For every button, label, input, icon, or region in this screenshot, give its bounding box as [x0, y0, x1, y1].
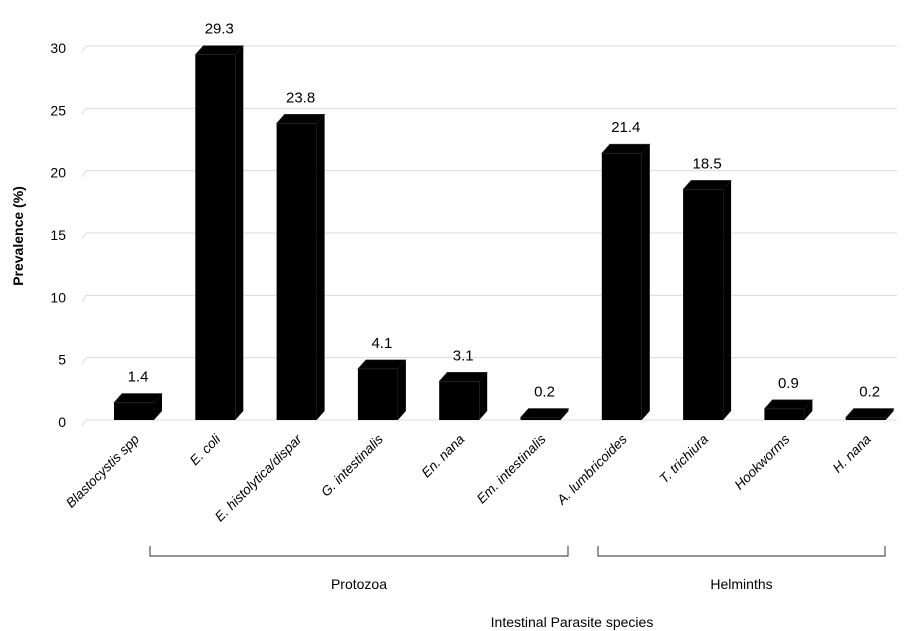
- bar-side: [885, 408, 894, 420]
- bar-side: [804, 399, 813, 420]
- bar-front: [683, 189, 724, 420]
- gridline-tick: [81, 357, 87, 364]
- category-label: A. lumbricoides: [553, 431, 630, 508]
- gridline-tick: [81, 419, 87, 427]
- category-label: Blastocystis spp: [63, 431, 142, 510]
- y-tick-label: 5: [58, 352, 66, 368]
- group-label: Helminths: [710, 576, 772, 592]
- x-axis-title: Intestinal Parasite species: [491, 614, 654, 630]
- bar-front: [114, 402, 154, 420]
- bar-top: [845, 408, 895, 418]
- bar: [845, 408, 895, 420]
- bar-side: [723, 180, 732, 420]
- bar-top: [357, 359, 407, 370]
- data-label: 23.8: [286, 89, 315, 106]
- bar-top: [275, 113, 326, 124]
- gridline-tick: [81, 45, 87, 53]
- group-bracket: Helminths: [597, 546, 886, 592]
- data-label: 29.3: [205, 21, 234, 38]
- bar: [357, 359, 407, 420]
- category-label: Hookworms: [732, 431, 793, 492]
- bar-front: [601, 153, 642, 421]
- data-label: 4.1: [371, 335, 392, 352]
- category-label: E. coli: [187, 431, 224, 468]
- bar-top: [194, 45, 244, 56]
- bar: [763, 399, 814, 420]
- gridline-tick: [81, 108, 87, 115]
- bar: [194, 45, 244, 421]
- category-label: En. nana: [418, 431, 467, 480]
- bars: [113, 45, 895, 421]
- bar-front: [764, 408, 805, 420]
- y-tick-label: 30: [50, 40, 66, 56]
- category-label: G. intestinalis: [318, 431, 386, 499]
- group-label: Protozoa: [331, 576, 387, 592]
- y-tick-label: 0: [58, 414, 66, 430]
- bar-top: [113, 393, 163, 403]
- category-label: T. trichiura: [656, 431, 711, 486]
- bar-front: [357, 368, 398, 420]
- bar-side: [316, 114, 325, 420]
- bracket-line: [149, 546, 569, 557]
- category-label: E. histolytica/dispar: [212, 431, 305, 524]
- y-tick-label: 10: [50, 289, 66, 305]
- gridline-tick: [81, 295, 87, 302]
- data-labels: 1.4 29.3 23.8 4.1 3.1 0.2 21.4 18.5 0.9 0.2: [128, 21, 881, 401]
- bar-side: [641, 144, 650, 421]
- bar-top: [682, 180, 732, 190]
- bar-front: [520, 417, 561, 420]
- y-tick-label: 25: [50, 102, 66, 118]
- data-label: 0.2: [859, 384, 880, 401]
- bracket-line: [597, 546, 886, 557]
- bar-front: [845, 417, 886, 420]
- bar-front: [276, 123, 317, 420]
- bar-top: [601, 143, 651, 154]
- bar: [438, 372, 488, 420]
- bar: [519, 408, 570, 420]
- bar-top: [763, 399, 814, 410]
- bar: [275, 113, 326, 420]
- bar-top: [519, 408, 570, 418]
- group-brackets: Protozoa Helminths: [149, 546, 886, 592]
- data-label: 1.4: [128, 369, 149, 386]
- bar-front: [439, 381, 480, 420]
- bar: [601, 143, 651, 421]
- bar: [682, 180, 732, 420]
- y-tick-label: 20: [50, 165, 66, 181]
- data-label: 21.4: [611, 119, 640, 136]
- gridline-tick: [81, 232, 87, 240]
- category-label: H. nana: [830, 431, 874, 475]
- group-bracket: Protozoa: [149, 546, 569, 592]
- y-axis-title: Prevalence (%): [10, 186, 26, 286]
- y-tick-label: 15: [50, 227, 66, 243]
- bar-side: [397, 359, 406, 420]
- bar: [113, 393, 163, 420]
- bar-side: [154, 393, 162, 420]
- category-label: Em. intestinalis: [474, 431, 549, 506]
- data-label: 18.5: [692, 155, 721, 172]
- bar-side: [560, 408, 569, 420]
- bar-front: [195, 54, 236, 421]
- y-axis-ticks: 0 5 10 15 20 25 30: [50, 40, 66, 430]
- bar-top: [438, 372, 488, 382]
- data-label: 0.9: [778, 375, 799, 392]
- gridline-tick: [81, 170, 87, 177]
- data-label: 3.1: [453, 347, 474, 364]
- bar-side: [235, 45, 244, 421]
- bar-side: [479, 372, 488, 420]
- data-label: 0.2: [534, 384, 555, 401]
